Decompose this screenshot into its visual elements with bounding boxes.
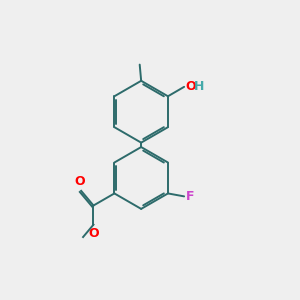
- Text: F: F: [186, 190, 194, 203]
- Text: H: H: [194, 80, 204, 93]
- Text: O: O: [74, 176, 85, 188]
- Text: O: O: [186, 80, 196, 93]
- Text: O: O: [88, 227, 99, 240]
